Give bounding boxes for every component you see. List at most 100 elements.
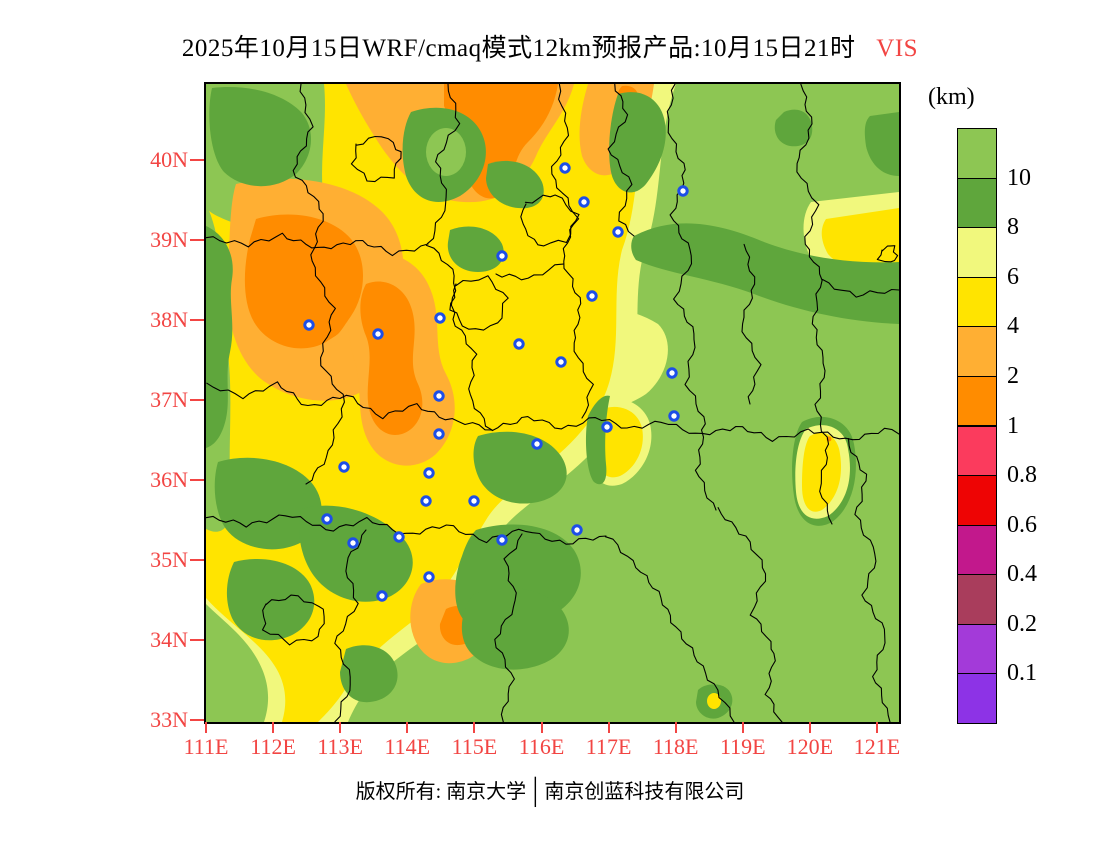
legend-color-maroon [957, 574, 997, 625]
latitude-tick [190, 479, 204, 481]
longitude-tick [473, 722, 476, 733]
longitude-tick [741, 722, 744, 733]
admin-boundary [551, 84, 594, 419]
legend-tick-label: 0.8 [1007, 462, 1037, 489]
longitude-label: 116E [518, 734, 565, 759]
longitude-label: 118E [652, 734, 699, 759]
city-marker [393, 531, 405, 543]
visibility-contours [206, 84, 899, 722]
latitude-tick [190, 639, 204, 641]
legend-tick-label: 4 [1007, 313, 1019, 340]
admin-boundary [334, 529, 367, 722]
admin-boundary [741, 243, 762, 405]
latitude-label: 33N [150, 707, 188, 732]
latitude-label: 34N [150, 627, 188, 652]
longitude-label: 120E [786, 734, 834, 759]
longitude-tick [876, 722, 878, 733]
admin-boundary [811, 279, 833, 525]
longitude-tick [406, 722, 409, 733]
admin-boundary [796, 84, 823, 281]
latitude-label: 40N [150, 147, 188, 172]
city-marker [433, 390, 445, 402]
admin-boundary [206, 514, 607, 545]
city-marker [496, 250, 508, 262]
city-markers [303, 162, 689, 602]
city-marker [601, 421, 613, 433]
admin-boundary [292, 84, 345, 485]
city-marker [559, 162, 571, 174]
admin-boundary [425, 244, 493, 431]
city-marker [586, 290, 598, 302]
legend-color-green [957, 177, 997, 229]
latitude-tick [190, 159, 204, 161]
title-text: 2025年10月15日WRF/cmaq模式12km预报产品:10月15日21时 [181, 35, 856, 62]
legend-tick-label: 1 [1007, 412, 1019, 439]
legend-colorbar: 10 8 6 4 2 1 0.8 0.6 0.4 0.2 0.1 [957, 128, 1037, 724]
longitude-tick [808, 722, 811, 733]
legend-color-yellow [957, 276, 997, 328]
city-marker [433, 428, 445, 440]
city-marker [468, 495, 480, 507]
legend-tick-label: 8 [1007, 214, 1019, 241]
city-marker [303, 319, 315, 331]
longitude-label: 121E [853, 734, 901, 759]
longitude-label: 113E [317, 734, 363, 759]
longitude-label: 115E [451, 734, 498, 759]
admin-boundary [261, 594, 325, 646]
copyright-separator: │ [528, 778, 543, 806]
city-marker [321, 513, 333, 525]
admin-boundaries [206, 84, 899, 722]
city-marker [555, 356, 567, 368]
longitude-tick [607, 722, 610, 733]
admin-boundary [821, 278, 899, 298]
admin-boundary [876, 245, 899, 263]
admin-boundary [520, 194, 580, 247]
admin-boundary [604, 536, 735, 722]
visibility-contour-map [206, 84, 899, 722]
longitude-label: 114E [384, 734, 431, 759]
city-marker [338, 461, 350, 473]
legend-color-red [957, 475, 997, 526]
legend-color-pale-yellow [957, 227, 997, 278]
latitude-tick [190, 719, 204, 721]
admin-boundary [206, 232, 429, 257]
city-marker [347, 537, 359, 549]
admin-boundary [666, 84, 717, 511]
legend-tick-label: 0.2 [1007, 610, 1037, 637]
city-marker [513, 338, 525, 350]
city-marker [423, 467, 435, 479]
legend-tick-label: 0.4 [1007, 561, 1037, 588]
longitude-tick [272, 722, 275, 733]
forecast-map [204, 82, 901, 724]
city-marker [434, 312, 446, 324]
latitude-tick [190, 319, 204, 321]
city-marker [571, 524, 583, 536]
longitude-tick [540, 722, 543, 733]
longitude-tick [674, 722, 677, 733]
legend-tick-label: 0.6 [1007, 511, 1037, 538]
latitude-label: 39N [150, 227, 188, 252]
longitude-tick [205, 722, 207, 733]
city-marker [612, 226, 624, 238]
copyright-owner: 版权所有: 南京大学 [355, 781, 527, 803]
legend-color-orange [957, 375, 997, 427]
city-marker [677, 185, 689, 197]
city-marker [666, 367, 678, 379]
legend-color-rose [957, 425, 997, 477]
longitude-label: 111E [183, 734, 229, 759]
legend-tick-label: 6 [1007, 263, 1019, 290]
legend-tick-label: 10 [1007, 164, 1031, 191]
title-product-code: VIS [876, 35, 919, 62]
admin-boundary [206, 381, 493, 431]
legend-tick-label: 0.1 [1007, 660, 1037, 687]
legend-color-light-green [957, 128, 997, 179]
legend-color-violet [957, 673, 997, 724]
city-marker [578, 196, 590, 208]
legend-unit: (km) [928, 84, 975, 110]
longitude-label: 117E [585, 734, 632, 759]
latitude-label: 38N [150, 307, 188, 332]
copyright-company: 南京创蓝科技有限公司 [544, 781, 745, 803]
longitude-tick [339, 722, 342, 733]
admin-boundary [495, 263, 564, 281]
admin-boundary [491, 416, 899, 442]
